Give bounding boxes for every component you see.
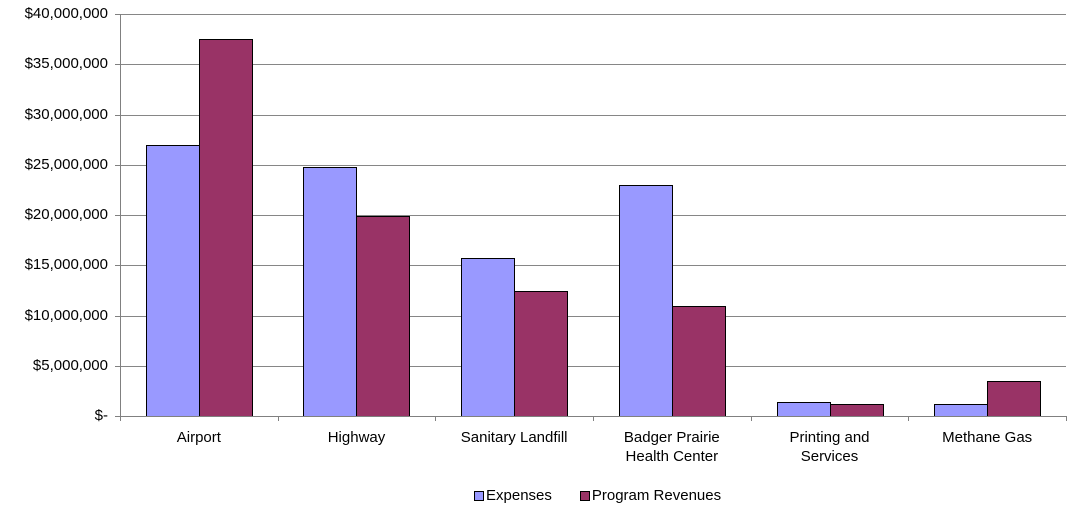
bar-program-revenues-printing-and-services (830, 404, 884, 417)
category-label-badger-prairie-health-center: Badger Prairie Health Center (623, 429, 720, 465)
bar-expenses-airport (146, 145, 200, 417)
y-tick-label-0: $- (94, 407, 108, 424)
legend-item-program-revenues: Program Revenues (579, 487, 722, 505)
y-tick-label-4: $20,000,000 (24, 206, 108, 223)
legend-swatch-expenses (474, 491, 484, 501)
category-label-printing-and-services: Printing and Services (789, 429, 870, 465)
bar-expenses-methane-gas (934, 404, 988, 417)
y-tick-label-8: $40,000,000 (24, 5, 108, 22)
category-label-airport: Airport (176, 429, 221, 446)
legend-label-program-revenues: Program Revenues (591, 487, 722, 504)
bar-expenses-printing-and-services (777, 402, 831, 417)
y-tick-label-7: $35,000,000 (24, 55, 108, 72)
bar-program-revenues-airport (199, 39, 253, 417)
legend-swatch-program-revenues (579, 491, 590, 501)
bar-expenses-sanitary-landfill (461, 258, 515, 417)
y-tick-label-3: $15,000,000 (24, 256, 108, 273)
legend: Expenses Program Revenues (474, 487, 721, 505)
y-tick-label-1: $5,000,000 (32, 357, 108, 374)
legend-item-expenses: Expenses (474, 487, 552, 505)
category-label-methane-gas: Methane Gas (942, 429, 1033, 446)
y-tick-label-6: $30,000,000 (24, 106, 108, 123)
bar-expenses-badger-prairie-health-center (619, 185, 673, 417)
bar-expenses-highway (303, 167, 357, 417)
category-label-highway: Highway (327, 429, 386, 446)
bar-program-revenues-methane-gas (987, 381, 1041, 417)
legend-label-expenses: Expenses (486, 487, 552, 504)
category-label-sanitary-landfill: Sanitary Landfill (460, 429, 568, 446)
y-tick-label-2: $10,000,000 (24, 307, 108, 324)
bar-program-revenues-sanitary-landfill (514, 291, 568, 417)
bar-program-revenues-highway (356, 216, 410, 417)
bar-program-revenues-badger-prairie-health-center (672, 306, 726, 417)
y-tick-label-5: $25,000,000 (24, 156, 108, 173)
